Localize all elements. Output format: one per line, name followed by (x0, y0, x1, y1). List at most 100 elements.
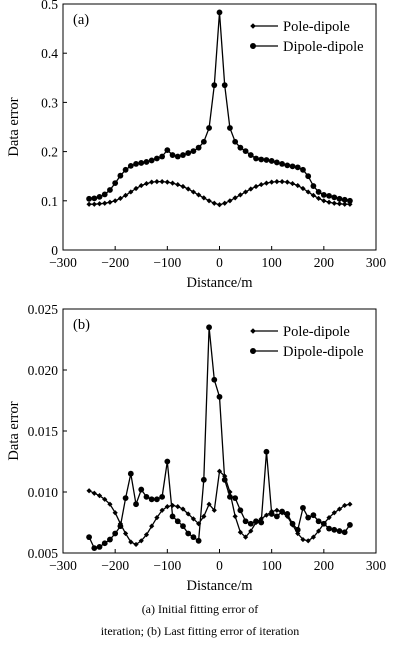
data-point (175, 181, 181, 188)
y-tick-label: 0.4 (41, 46, 58, 61)
data-point (310, 534, 316, 540)
legend-label: Pole-dipole (283, 324, 350, 340)
data-point (133, 185, 139, 192)
legend-marker (250, 43, 256, 49)
legend-label: Dipole-dipole (283, 344, 364, 360)
data-point (242, 148, 249, 155)
y-tick-label: 0.3 (41, 95, 58, 110)
data-point (305, 514, 312, 521)
data-point (190, 534, 197, 541)
data-point (232, 495, 239, 501)
data-point (331, 510, 337, 516)
data-point (149, 523, 155, 529)
data-point (216, 393, 223, 400)
data-point (206, 501, 212, 507)
data-point (258, 156, 265, 163)
data-point (336, 195, 343, 202)
x-tick-label: 100 (262, 558, 283, 573)
data-point (216, 9, 223, 16)
x-tick-label: 100 (262, 255, 283, 270)
data-point (227, 125, 233, 131)
data-point (342, 201, 348, 207)
x-axis-label: Distance/m (186, 275, 253, 291)
data-point (315, 518, 322, 525)
data-point (96, 193, 103, 200)
data-point (216, 202, 223, 208)
data-point (96, 201, 103, 207)
data-point (206, 324, 212, 331)
x-tick-label: 300 (366, 255, 387, 270)
data-point (91, 490, 97, 496)
series-dipole-dipole (86, 9, 353, 204)
data-point (143, 532, 150, 538)
y-tick-label: 0 (51, 243, 58, 258)
data-point (326, 515, 332, 521)
data-point (107, 536, 113, 543)
data-point (279, 508, 285, 515)
data-point (175, 504, 181, 510)
y-axis-label: Data error (6, 401, 22, 460)
legend: Pole-dipole Dipole-dipole (250, 324, 364, 360)
data-point (258, 519, 265, 526)
legend-label: Pole-dipole (283, 19, 350, 35)
data-point (195, 144, 202, 151)
x-tick-label: −200 (101, 558, 129, 573)
data-point (237, 507, 244, 514)
data-point (185, 150, 192, 156)
caption-line-2: iteration; (b) Last fitting error of ite… (100, 624, 300, 638)
x-tick-label: −200 (101, 255, 129, 270)
data-point (232, 138, 239, 145)
data-point (107, 501, 113, 507)
data-point (326, 525, 332, 532)
data-point (159, 507, 165, 513)
data-point (169, 152, 176, 158)
data-point (164, 147, 171, 154)
data-point (268, 511, 275, 517)
data-point (91, 195, 98, 202)
y-axis-label: Data error (6, 97, 22, 156)
data-point (180, 523, 186, 530)
data-point (284, 511, 291, 517)
data-point (347, 522, 353, 528)
data-point (122, 495, 129, 501)
data-point (221, 82, 228, 89)
data-point (331, 200, 337, 206)
data-point (128, 539, 134, 545)
data-point (148, 157, 155, 164)
data-point (117, 172, 124, 179)
data-point (149, 179, 155, 185)
data-point (180, 506, 186, 512)
legend: Pole-dipole Dipole-dipole (250, 19, 364, 55)
data-point (341, 529, 348, 536)
data-point (148, 496, 155, 503)
data-point (122, 166, 129, 173)
panel-label: (b) (73, 317, 90, 333)
data-point (180, 152, 186, 158)
data-point (91, 545, 98, 552)
data-point (112, 510, 118, 516)
data-point (274, 179, 280, 185)
data-point (300, 166, 306, 173)
data-point (174, 153, 181, 160)
data-point (247, 152, 254, 158)
data-point (237, 529, 243, 535)
data-point (143, 180, 150, 187)
data-point (232, 195, 238, 201)
data-point (185, 530, 192, 537)
panel-b: −300 −200 −100 0 100 200 300 0.005 0.010 0.015 0.0… (6, 302, 386, 594)
data-point (315, 189, 322, 195)
data-point (196, 192, 202, 198)
data-point (211, 82, 218, 89)
data-point (102, 496, 108, 502)
data-point (248, 528, 254, 534)
y-tick-label: 0.020 (28, 363, 59, 378)
y-tick-label: 0.010 (28, 485, 59, 500)
data-point (180, 183, 186, 190)
data-point (102, 200, 108, 206)
data-point (305, 538, 311, 544)
data-point (164, 504, 170, 510)
data-point (201, 195, 207, 201)
data-point (216, 468, 223, 474)
data-point (237, 192, 243, 198)
data-point (268, 158, 275, 164)
